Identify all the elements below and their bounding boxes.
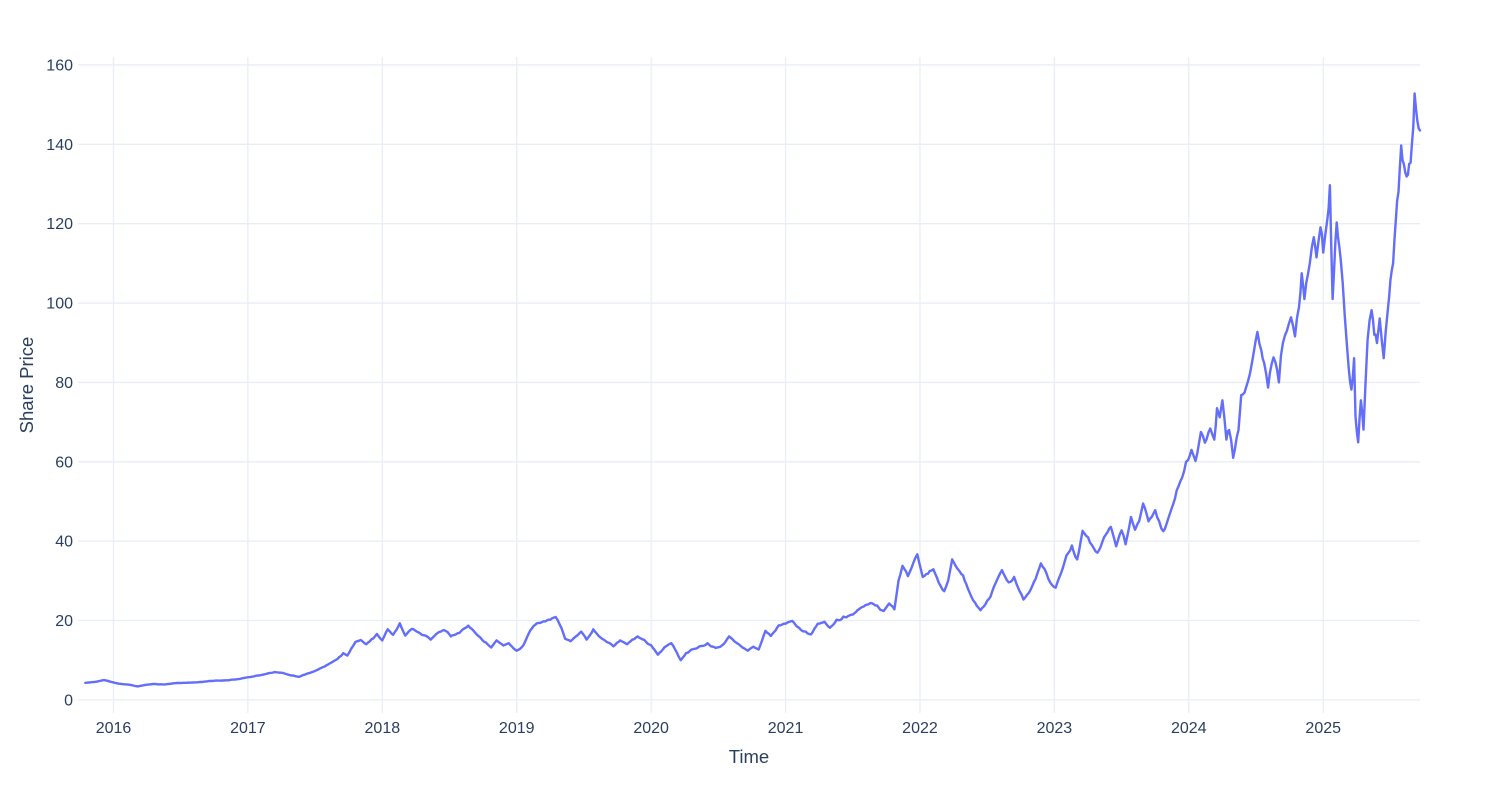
x-tick-label: 2016 [96, 720, 132, 737]
y-tick-label: 20 [55, 613, 73, 630]
x-tick-label: 2017 [230, 720, 266, 737]
price-line-series[interactable] [84, 92, 1422, 688]
y-axis-title: Share Price [16, 336, 37, 434]
y-tick-label: 80 [55, 375, 73, 392]
x-tick-label: 2022 [902, 720, 938, 737]
y-tick-label: 120 [46, 216, 73, 233]
x-tick-label: 2019 [499, 720, 535, 737]
x-tick-label: 2024 [1171, 720, 1207, 737]
y-tick-label: 60 [55, 454, 73, 471]
y-tick-label: 100 [46, 296, 73, 313]
x-tick-label: 2020 [633, 720, 669, 737]
x-tick-label: 2023 [1037, 720, 1073, 737]
y-tick-label: 160 [46, 57, 73, 74]
x-tick-label: 2025 [1305, 720, 1341, 737]
x-tick-label: 2018 [365, 720, 401, 737]
x-tick-label: 2021 [768, 720, 804, 737]
y-tick-label: 140 [46, 137, 73, 154]
y-tick-label: 0 [64, 692, 73, 709]
y-tick-label: 40 [55, 534, 73, 551]
x-axis-title: Time [728, 746, 770, 767]
tick-labels: 2016 2017 2018 2019 2020 2021 2022 2023 2024 2025… [46, 57, 1341, 737]
gridlines [78, 57, 1420, 713]
